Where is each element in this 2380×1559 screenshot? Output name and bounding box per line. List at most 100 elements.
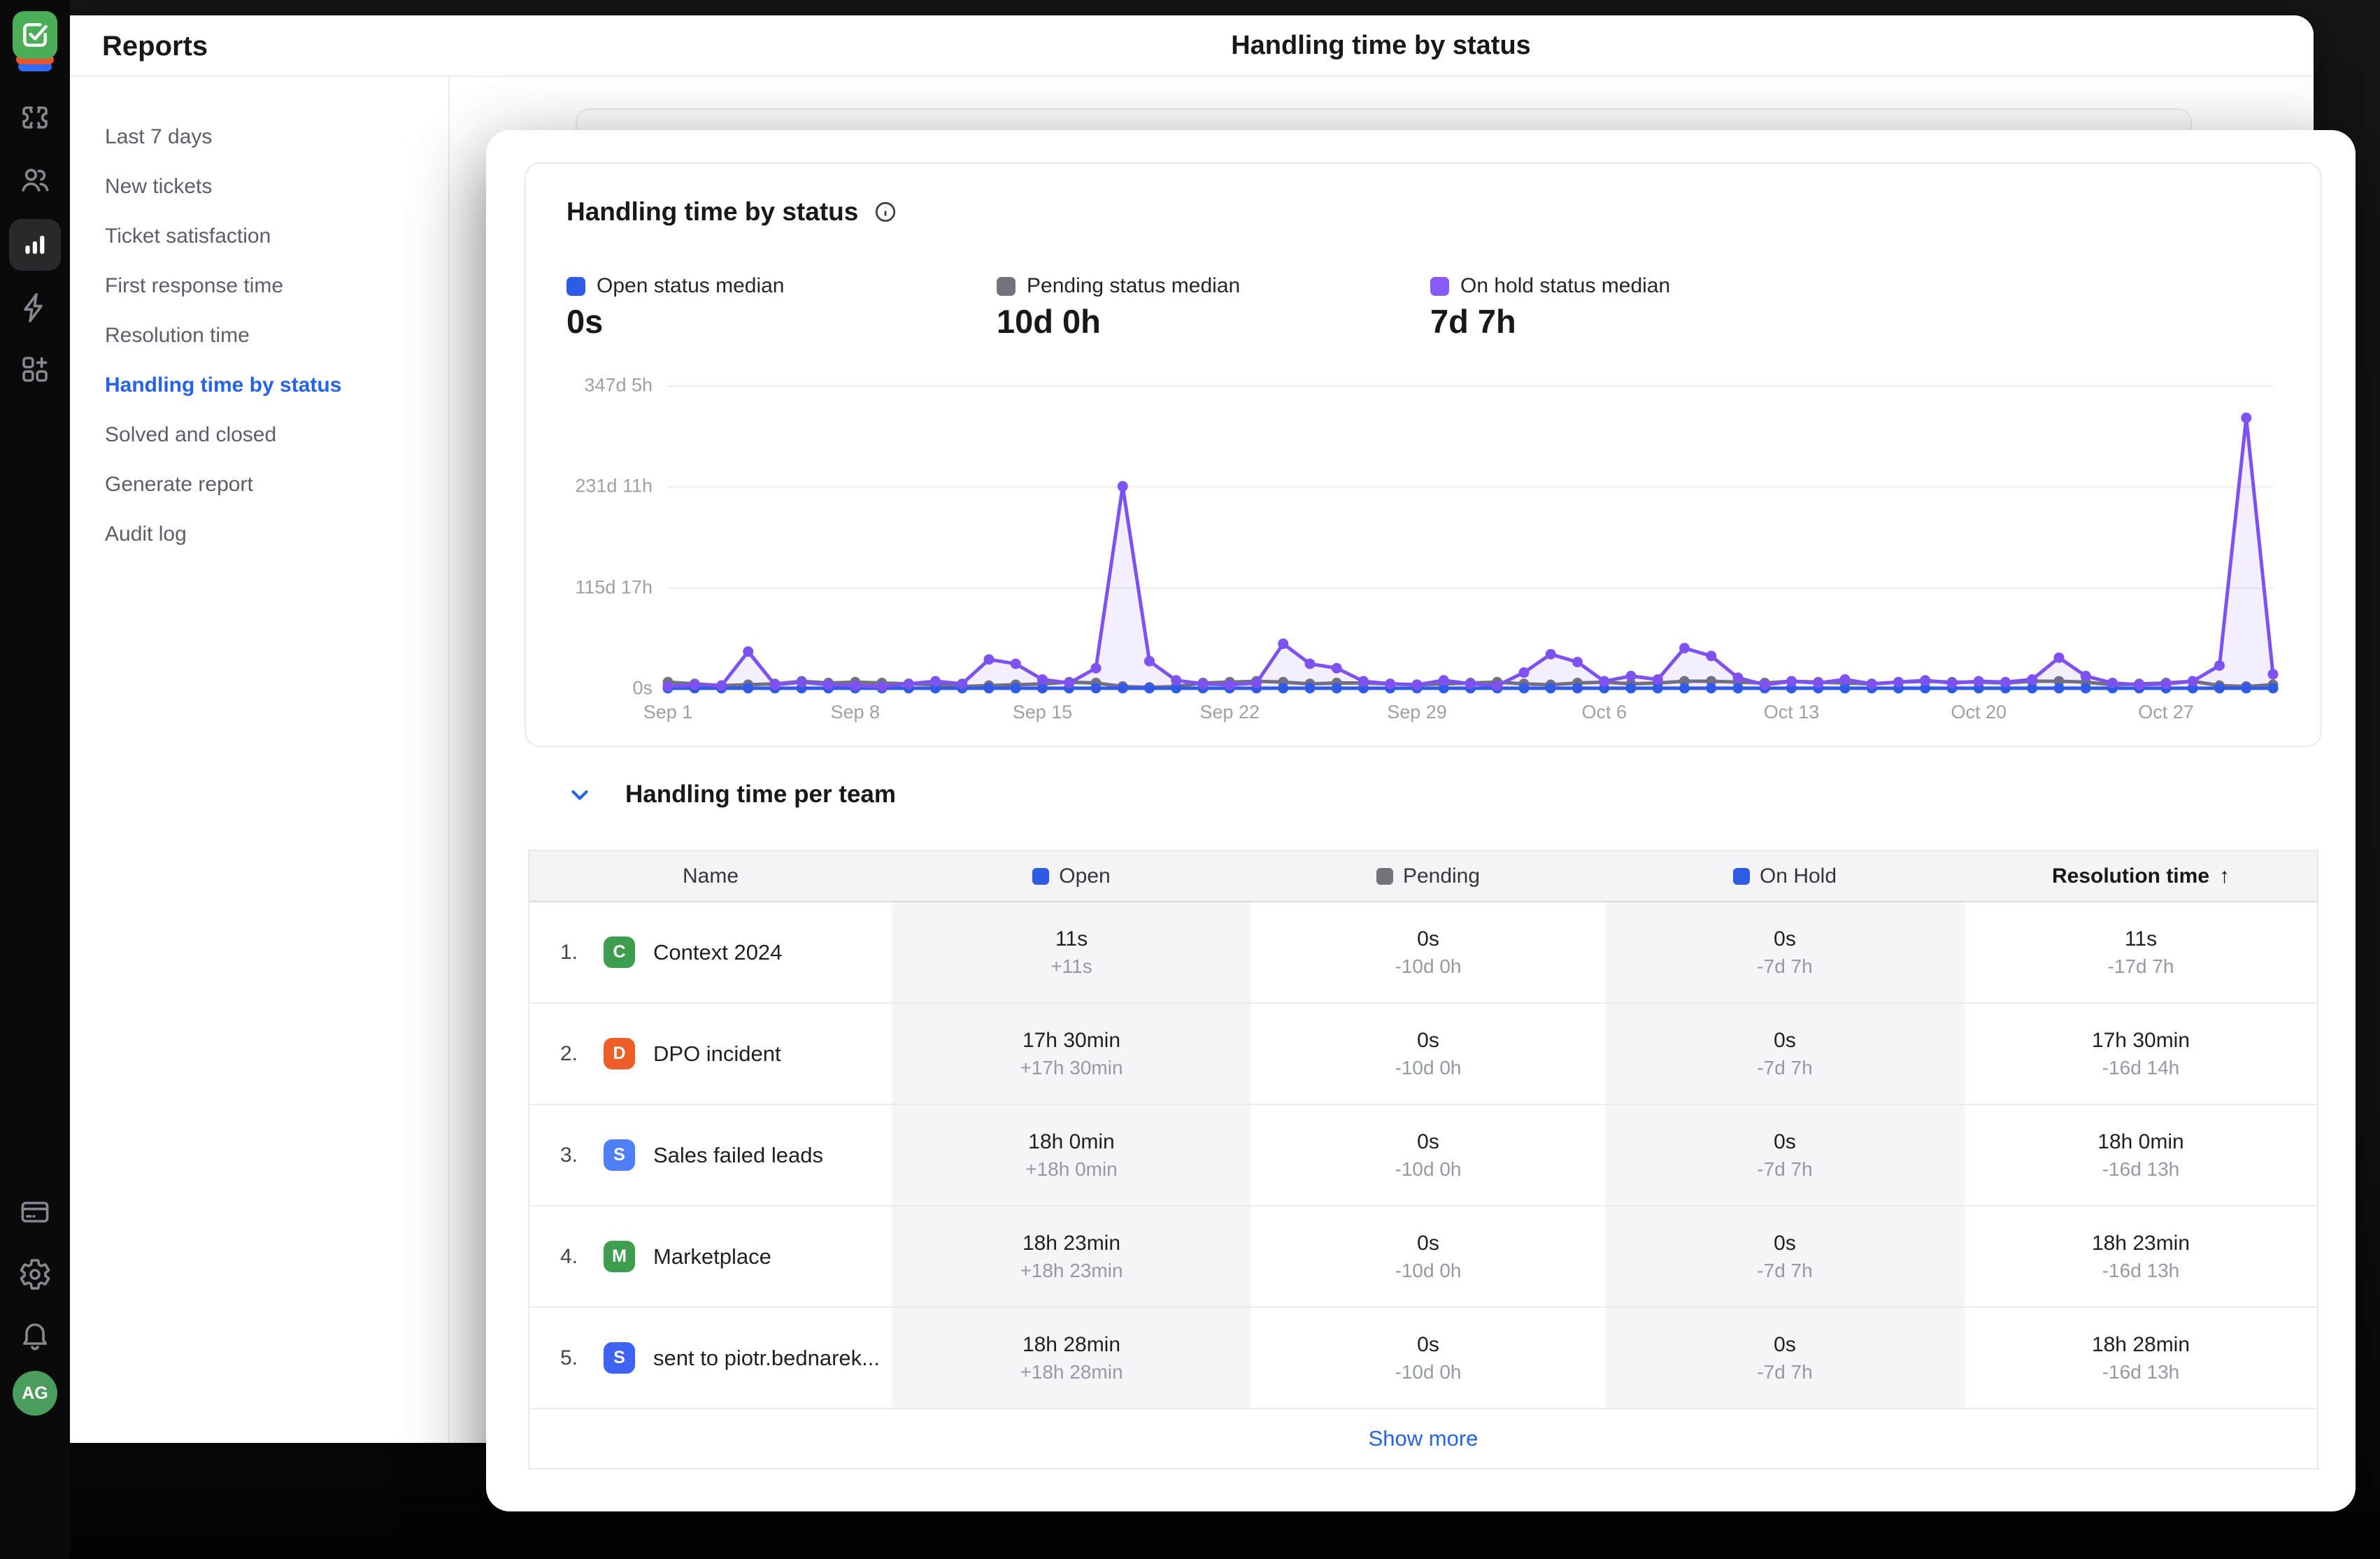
pending-delta: -10d 0h bbox=[1395, 955, 1462, 977]
sidebar-item-first-response-time[interactable]: First response time bbox=[105, 273, 284, 297]
team-name: sent to piotr.bednarek... bbox=[653, 1345, 880, 1370]
x-axis-label: Sep 1 bbox=[643, 702, 693, 722]
onhold-delta: -7d 7h bbox=[1757, 1158, 1813, 1180]
legend-swatch-open bbox=[567, 276, 585, 296]
legend-swatch-pending bbox=[997, 276, 1016, 296]
legend-value-onhold: 7d 7h bbox=[1430, 303, 1516, 340]
users-icon[interactable] bbox=[9, 155, 61, 206]
column-header-open[interactable]: Open bbox=[892, 851, 1251, 901]
team-avatar: S bbox=[604, 1342, 635, 1374]
resolution-value: 18h 28min bbox=[2091, 1332, 2190, 1356]
pending-delta: -10d 0h bbox=[1395, 1259, 1462, 1281]
column-header-pending[interactable]: Pending bbox=[1251, 851, 1605, 901]
app-logo[interactable] bbox=[10, 11, 60, 78]
onhold-delta: -7d 7h bbox=[1757, 1259, 1813, 1281]
onhold-delta: -7d 7h bbox=[1757, 955, 1813, 977]
open-delta: +17h 30min bbox=[1020, 1056, 1123, 1079]
column-header-resolution-time[interactable]: Resolution time ↑ bbox=[2051, 864, 2230, 888]
legend-value-pending: 10d 0h bbox=[997, 303, 1101, 340]
sidebar-item-generate-report[interactable]: Generate report bbox=[105, 472, 253, 496]
settings-icon[interactable] bbox=[9, 1248, 61, 1300]
column-header-onhold[interactable]: On Hold bbox=[1605, 851, 1965, 901]
section-title: Handling time per team bbox=[625, 781, 897, 808]
sidebar-item-audit-log[interactable]: Audit log bbox=[105, 522, 187, 546]
legend-label-pending: Pending status median bbox=[1027, 274, 1241, 297]
billing-icon[interactable] bbox=[9, 1186, 61, 1238]
team-avatar: D bbox=[604, 1038, 635, 1069]
pending-value: 0s bbox=[1417, 1231, 1439, 1255]
onhold-value: 0s bbox=[1774, 1332, 1796, 1356]
x-axis-label: Oct 13 bbox=[1763, 702, 1820, 722]
onhold-delta: -7d 7h bbox=[1757, 1056, 1813, 1079]
y-axis-label: 231d 11h bbox=[575, 475, 653, 497]
notifications-icon[interactable] bbox=[9, 1309, 61, 1361]
resolution-value: 11s bbox=[2124, 927, 2158, 951]
legend-label-onhold: On hold status median bbox=[1460, 274, 1671, 297]
pending-value: 0s bbox=[1417, 1332, 1439, 1356]
sort-arrow-up-icon: ↑ bbox=[2219, 864, 2230, 888]
window-header: Reports Handling time by status bbox=[70, 15, 2314, 77]
sidebar-item-ticket-satisfaction[interactable]: Ticket satisfaction bbox=[105, 224, 271, 248]
team-name: DPO incident bbox=[653, 1041, 781, 1066]
onhold-delta: -7d 7h bbox=[1757, 1360, 1813, 1383]
table-row[interactable]: 2. D DPO incident 17h 30min +17h 30min 0s… bbox=[529, 1004, 2317, 1105]
sidebar-item-new-tickets[interactable]: New tickets bbox=[105, 174, 213, 198]
x-axis-label: Sep 15 bbox=[1012, 702, 1073, 722]
resolution-delta: -16d 14h bbox=[2102, 1056, 2180, 1079]
sidebar-item-last-7-days[interactable]: Last 7 days bbox=[105, 124, 213, 148]
reports-sidebar: Last 7 days New tickets Ticket satisfact… bbox=[70, 77, 450, 1443]
handling-time-per-team-toggle[interactable]: Handling time per team bbox=[567, 781, 896, 809]
legend-value-open: 0s bbox=[567, 303, 604, 340]
y-axis-label: 115d 17h bbox=[575, 576, 653, 598]
apps-icon[interactable] bbox=[9, 343, 61, 395]
onhold-value: 0s bbox=[1774, 1231, 1796, 1255]
y-axis-label: 0s bbox=[632, 677, 653, 699]
legend-item-pending: Pending status median bbox=[997, 274, 1240, 298]
logo-check-icon bbox=[13, 11, 57, 59]
open-marker bbox=[1032, 867, 1050, 885]
team-avatar: S bbox=[604, 1139, 635, 1171]
open-value: 18h 28min bbox=[1022, 1332, 1121, 1356]
table-row[interactable]: 5. S sent to piotr.bednarek... 18h 28min… bbox=[529, 1308, 2317, 1409]
tickets-icon[interactable] bbox=[9, 92, 61, 143]
table-row[interactable]: 3. S Sales failed leads 18h 0min +18h 0mi… bbox=[529, 1105, 2317, 1206]
x-axis-label: Oct 27 bbox=[2138, 702, 2194, 722]
sidebar-item-handling-time-by-status[interactable]: Handling time by status bbox=[105, 373, 342, 397]
table-header-row: Name Open Pending On Hold Resolution tim… bbox=[529, 851, 2317, 902]
pending-marker bbox=[1376, 867, 1393, 885]
column-header-name[interactable]: Name bbox=[682, 864, 739, 888]
team-name: Marketplace bbox=[653, 1244, 771, 1269]
legend-item-open: Open status median bbox=[567, 274, 785, 298]
open-value: 11s bbox=[1055, 927, 1088, 951]
team-avatar: M bbox=[604, 1241, 635, 1272]
legend-swatch-onhold bbox=[1430, 276, 1449, 296]
row-rank: 1. bbox=[560, 940, 578, 964]
user-avatar[interactable]: AG bbox=[13, 1371, 57, 1416]
row-rank: 4. bbox=[560, 1244, 578, 1268]
open-value: 18h 23min bbox=[1022, 1231, 1121, 1255]
team-avatar: C bbox=[604, 937, 635, 968]
pending-delta: -10d 0h bbox=[1395, 1360, 1462, 1383]
show-more-row: Show more bbox=[529, 1409, 2317, 1468]
resolution-value: 18h 23min bbox=[2091, 1231, 2190, 1255]
show-more-link[interactable]: Show more bbox=[1368, 1426, 1478, 1451]
sidebar-item-resolution-time[interactable]: Resolution time bbox=[105, 323, 250, 347]
handling-time-chart: 0s 115d 17h 231d 11h 347d 5h Sep 1 Sep 8 Sep 1… bbox=[575, 375, 2279, 722]
resolution-delta: -16d 13h bbox=[2102, 1158, 2180, 1180]
table-row[interactable]: 1. C Context 2024 11s +11s 0s -10d 0h 0s -7… bbox=[529, 902, 2317, 1004]
chart-svg bbox=[662, 412, 2279, 694]
onhold-value: 0s bbox=[1774, 1028, 1796, 1052]
pending-delta: -10d 0h bbox=[1395, 1158, 1462, 1180]
row-rank: 2. bbox=[560, 1041, 578, 1065]
table-row[interactable]: 4. M Marketplace 18h 23min +18h 23min 0s -… bbox=[529, 1206, 2317, 1308]
sidebar-item-solved-and-closed[interactable]: Solved and closed bbox=[105, 422, 277, 446]
page-title: Handling time by status bbox=[1231, 30, 1531, 60]
open-delta: +18h 0min bbox=[1025, 1158, 1118, 1180]
team-name: Sales failed leads bbox=[653, 1142, 823, 1167]
reports-icon[interactable] bbox=[9, 219, 61, 271]
gridline bbox=[668, 385, 2273, 387]
team-name: Context 2024 bbox=[653, 939, 783, 964]
info-icon[interactable] bbox=[874, 200, 897, 224]
gridline bbox=[668, 587, 2273, 589]
automation-icon[interactable] bbox=[9, 282, 61, 334]
